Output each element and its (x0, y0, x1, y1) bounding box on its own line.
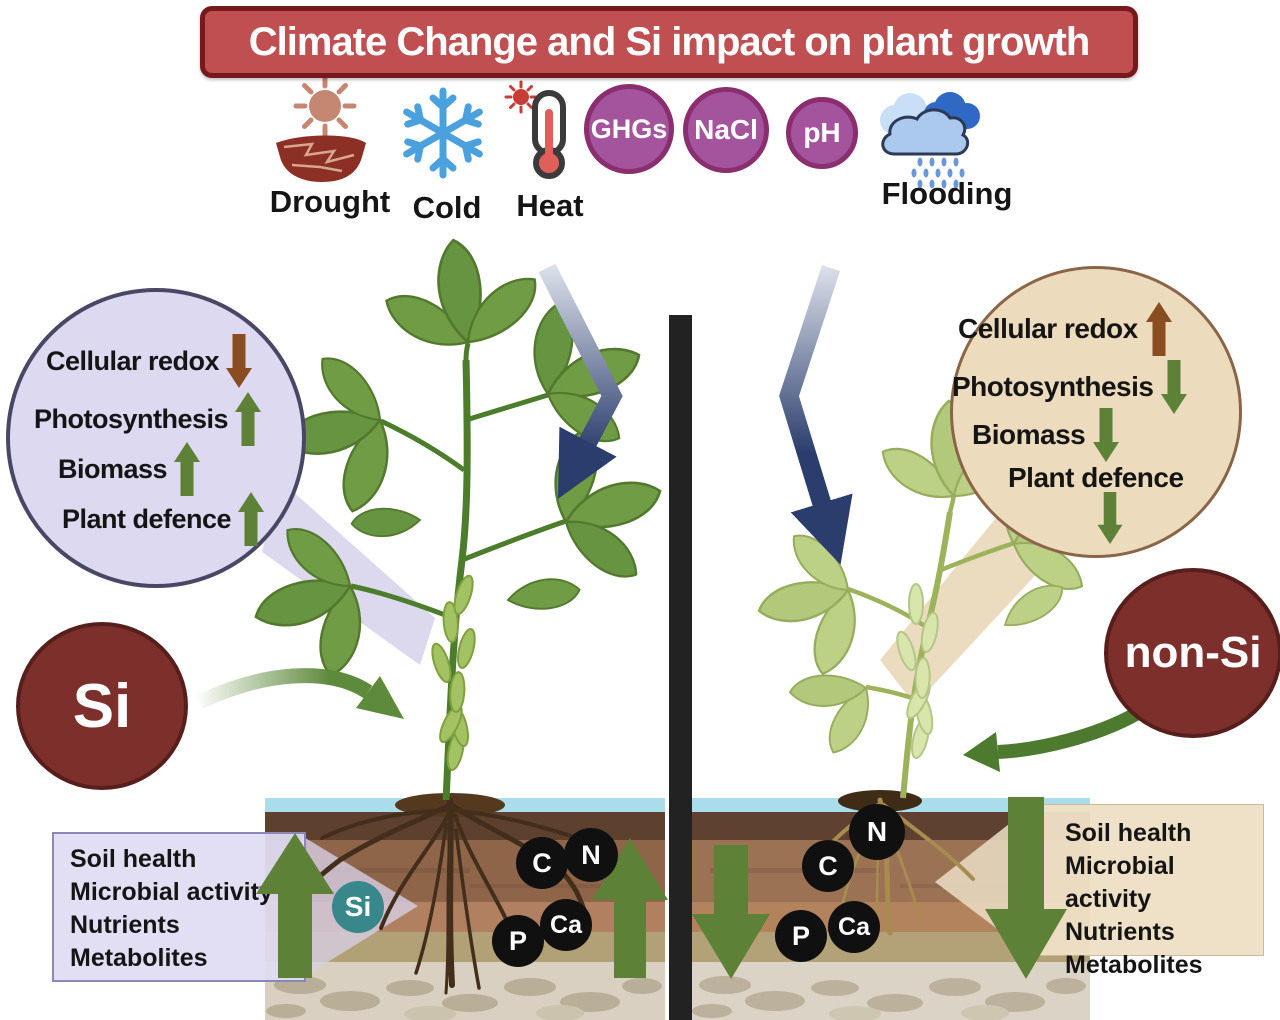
si-treatment-circle: Si (16, 622, 188, 790)
soil-down-arrow-nonsi-panel (985, 797, 1067, 979)
nutrient-n: N (849, 804, 905, 860)
cold-label: Cold (412, 190, 482, 225)
nutrients-label: Nutrients (70, 911, 180, 939)
soil-up-arrow-si-panel (256, 833, 334, 978)
si-bubble-row-photosynthesis: Photosynthesis (34, 392, 262, 446)
si-soil-panel: Soil health Microbial activity Nutrients… (52, 832, 306, 982)
nutrient-p: P (492, 915, 544, 967)
cellular-redox-label: Cellular redox (958, 313, 1138, 344)
nutrient-p: P (775, 910, 827, 962)
down-arrow-icon (1161, 360, 1188, 414)
nutrient-ca: Ca (828, 901, 880, 953)
stress-arrow-si (538, 263, 623, 499)
nutrient-c: C (516, 837, 568, 889)
nonsi-treatment-circle: non-Si (1104, 568, 1280, 738)
nutrient-n: N (564, 828, 618, 882)
stress-arrow-nonsi (779, 265, 853, 565)
flooding-label: Flooding (881, 176, 1013, 211)
si-bubble-beam (262, 480, 435, 665)
soil-health-label: Soil health (1065, 819, 1192, 847)
microbial-activity-label: Microbial activity (1065, 852, 1175, 913)
si-soil-marker: Si (332, 881, 384, 933)
up-arrow-icon (238, 492, 265, 546)
drought-icon (276, 74, 366, 182)
pods-nonsi (896, 583, 939, 760)
nonsi-soil-panel: Soil health Microbial activity Nutrients… (1032, 804, 1264, 979)
heat-label: Heat (516, 188, 584, 223)
si-bubble-row-plant-defence: Plant defence (62, 492, 265, 546)
plant-nonsi (756, 397, 1100, 799)
biomass-label: Biomass (972, 419, 1086, 450)
nonsi-effects-bubble (950, 266, 1242, 558)
roots-si (294, 793, 600, 995)
ph-badge: pH (786, 97, 858, 169)
photosynthesis-label: Photosynthesis (34, 403, 229, 434)
down-arrow-icon (226, 334, 253, 388)
figure-title: Climate Change and Si impact on plant gr… (248, 19, 1091, 64)
nutrient-ca: Ca (540, 899, 592, 951)
microbial-activity-label: Microbial activity (70, 878, 273, 906)
title-banner: Climate Change and Si impact on plant gr… (200, 6, 1138, 78)
photosynthesis-label: Photosynthesis (952, 371, 1154, 402)
si-to-plant-arrow (196, 668, 404, 719)
up-arrow-icon (174, 442, 201, 496)
nutrient-c: C (802, 840, 854, 892)
biomass-label: Biomass (58, 453, 168, 484)
rain-cloud-icon (880, 92, 980, 189)
plant-si (254, 237, 662, 801)
soil-down-arrow-nonsi (692, 845, 770, 979)
plant-defence-label: Plant defence (1008, 462, 1184, 493)
down-arrow-icon (1093, 408, 1120, 462)
up-arrow-icon (1145, 302, 1172, 356)
metabolites-label: Metabolites (1065, 951, 1203, 979)
center-divider-bar (669, 315, 692, 1020)
nacl-badge: NaCl (683, 87, 769, 173)
soil-health-label: Soil health (70, 845, 197, 873)
si-bubble-row-biomass: Biomass (58, 442, 201, 496)
nonsi-bubble-row-photosynthesis: Photosynthesis (952, 360, 1188, 414)
nonsi-bubble-row-biomass: Biomass (972, 408, 1120, 462)
pods-si (431, 574, 476, 772)
drought-label: Drought (269, 184, 391, 219)
si-bubble-row-cellular-redox: Cellular redox (46, 334, 253, 388)
down-arrow-icon (1097, 492, 1123, 544)
nutrients-label: Nutrients (1065, 918, 1175, 946)
up-arrow-icon (235, 392, 262, 446)
nonsi-bubble-row-cellular-redox: Cellular redox (958, 302, 1173, 356)
snowflake-icon (402, 91, 485, 175)
ghgs-badge: GHGs (584, 84, 674, 174)
thermometer-icon (504, 80, 566, 179)
nonsi-to-plant-arrow (963, 707, 1140, 772)
plant-defence-label: Plant defence (62, 503, 232, 534)
metabolites-label: Metabolites (70, 944, 208, 972)
cellular-redox-label: Cellular redox (46, 345, 220, 376)
